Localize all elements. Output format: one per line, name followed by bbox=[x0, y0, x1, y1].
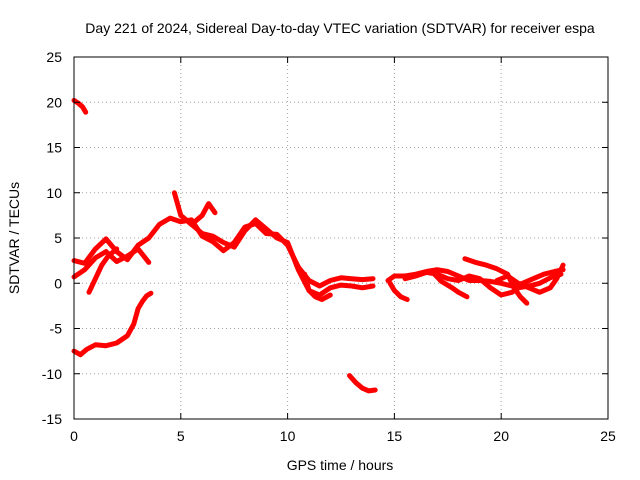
y-tick-label: 25 bbox=[46, 49, 62, 65]
grid bbox=[74, 57, 608, 419]
series-arc-3 bbox=[71, 215, 376, 289]
y-axis-label: SDTVAR / TECUs bbox=[6, 182, 22, 294]
series-arc-12 bbox=[402, 269, 526, 298]
x-tick-label: 15 bbox=[387, 428, 403, 444]
series-arc-13 bbox=[430, 269, 470, 300]
series-arc-6 bbox=[171, 190, 218, 227]
x-tick-label: 10 bbox=[280, 428, 296, 444]
y-tick-label: 5 bbox=[54, 230, 62, 246]
chart-title: Day 221 of 2024, Sidereal Day-to-day VTE… bbox=[85, 20, 595, 36]
x-tick-label: 20 bbox=[493, 428, 509, 444]
y-tick-label: 0 bbox=[54, 275, 62, 291]
x-tick-label: 25 bbox=[600, 428, 616, 444]
x-tick-label: 5 bbox=[177, 428, 185, 444]
series-arc-14 bbox=[462, 256, 530, 306]
y-tick-label: -5 bbox=[50, 321, 63, 337]
y-tick-label: 10 bbox=[46, 185, 62, 201]
ticks: 0 5 10 15 20 25 -15 -10 -5 0 5 10 15 20 25 bbox=[42, 49, 616, 444]
series-arc-7 bbox=[189, 217, 376, 298]
x-axis-label: GPS time / hours bbox=[287, 457, 394, 473]
y-tick-label: -15 bbox=[42, 411, 62, 427]
y-tick-label: 15 bbox=[46, 140, 62, 156]
series-arc-16 bbox=[515, 271, 564, 291]
series-arc-11 bbox=[387, 280, 410, 302]
series-arc-5 bbox=[86, 246, 120, 295]
series-layer bbox=[71, 97, 566, 394]
x-tick-label: 0 bbox=[70, 428, 78, 444]
y-tick-label: 20 bbox=[46, 94, 62, 110]
y-tick-label: -10 bbox=[42, 366, 62, 382]
series-arc-8 bbox=[302, 271, 333, 302]
series-arc-9 bbox=[347, 373, 378, 394]
series-arc-15 bbox=[494, 262, 566, 295]
series-arc-2 bbox=[71, 290, 154, 358]
